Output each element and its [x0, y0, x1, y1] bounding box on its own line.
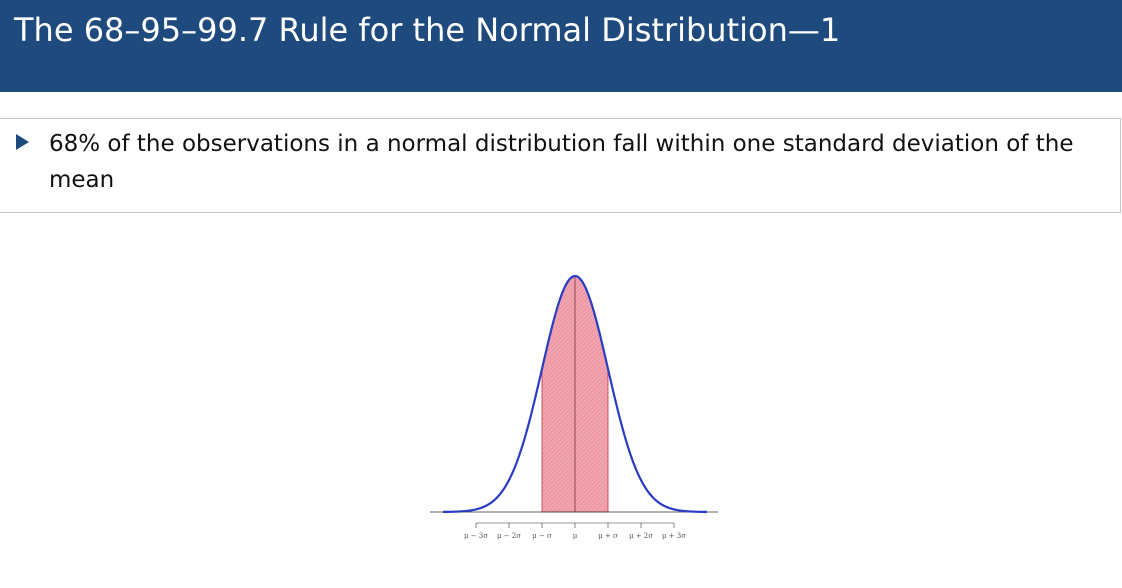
bullet-arrow-icon: [16, 134, 29, 150]
normal-curve-svg: μ − 3σ μ − 2σ μ − σ μ μ + σ μ + 2σ μ + 3σ: [430, 274, 718, 540]
tick-label: μ − 3σ: [464, 532, 488, 540]
normal-curve-chart: μ − 3σ μ − 2σ μ − σ μ μ + σ μ + 2σ μ + 3σ: [410, 255, 740, 555]
bullet-box: [0, 118, 1121, 213]
tick-label: μ − σ: [532, 532, 552, 540]
normal-curve-line: [442, 274, 708, 514]
tick-label: μ: [573, 532, 578, 540]
tick-label: μ − 2σ: [497, 532, 521, 540]
bullet-text: 68% of the observations in a normal dist…: [49, 131, 1074, 193]
tick-label: μ + 2σ: [629, 532, 653, 540]
title-bar: The 68–95–99.7 Rule for the Normal Distr…: [0, 0, 1122, 92]
tick-label: μ + 3σ: [662, 532, 686, 540]
slide-title: The 68–95–99.7 Rule for the Normal Distr…: [14, 11, 841, 49]
tick-label: μ + σ: [598, 532, 618, 540]
